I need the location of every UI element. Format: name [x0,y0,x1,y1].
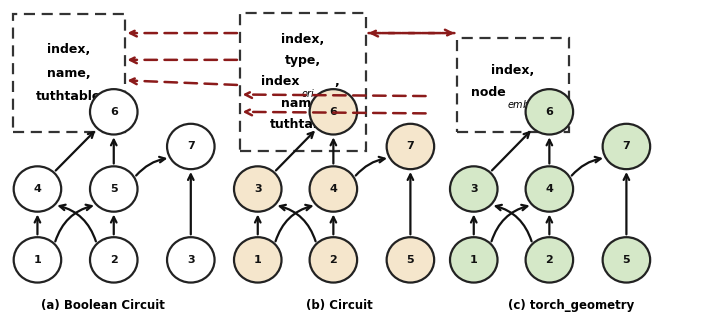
Text: 4: 4 [34,184,41,194]
FancyArrowPatch shape [471,217,477,234]
Text: 1: 1 [34,255,41,265]
FancyArrowPatch shape [546,140,552,163]
Ellipse shape [167,237,215,283]
Ellipse shape [234,237,282,283]
Ellipse shape [387,124,434,169]
Text: 2: 2 [330,255,337,265]
FancyArrowPatch shape [330,140,336,163]
FancyArrowPatch shape [55,132,94,170]
FancyArrowPatch shape [35,217,40,234]
FancyArrowPatch shape [546,217,552,234]
Text: 2: 2 [110,255,117,265]
FancyArrowPatch shape [356,157,384,175]
Text: 7: 7 [407,141,414,152]
FancyBboxPatch shape [13,14,125,132]
Ellipse shape [90,237,138,283]
FancyArrowPatch shape [111,217,117,234]
FancyArrowPatch shape [276,205,311,241]
Text: 4: 4 [546,184,553,194]
Ellipse shape [310,89,357,135]
FancyBboxPatch shape [240,13,366,151]
Text: (b) Circuit: (b) Circuit [307,299,373,312]
Text: index: index [261,75,300,89]
Text: 6: 6 [546,107,553,117]
Ellipse shape [310,166,357,212]
Text: 4: 4 [330,184,337,194]
Text: (c) torch_geometry: (c) torch_geometry [508,299,634,312]
Text: index,: index, [491,64,535,77]
FancyArrowPatch shape [280,205,315,241]
FancyArrowPatch shape [496,205,531,241]
Text: 6: 6 [110,107,117,117]
FancyArrowPatch shape [276,132,313,170]
Text: 1: 1 [470,255,477,265]
Ellipse shape [234,166,282,212]
Text: index,: index, [281,32,325,46]
Ellipse shape [90,89,138,135]
FancyArrowPatch shape [330,217,336,234]
FancyArrowPatch shape [111,140,117,163]
Ellipse shape [387,237,434,283]
Ellipse shape [526,166,573,212]
Ellipse shape [603,237,650,283]
Ellipse shape [450,166,498,212]
Text: index,: index, [47,43,91,56]
Ellipse shape [450,237,498,283]
Text: ,: , [334,75,339,89]
Text: 3: 3 [187,255,194,265]
FancyArrowPatch shape [624,175,629,234]
Ellipse shape [526,237,573,283]
FancyArrowPatch shape [60,205,96,241]
Text: node: node [471,86,505,100]
Text: (a) Boolean Circuit: (a) Boolean Circuit [41,299,165,312]
Ellipse shape [603,124,650,169]
Text: $\mathit{embed}$: $\mathit{embed}$ [507,98,543,110]
Text: 1: 1 [254,255,261,265]
Text: tuthtable: tuthtable [36,90,102,103]
Text: 3: 3 [254,184,261,194]
FancyArrowPatch shape [572,157,600,175]
Text: tuthtable: tuthtable [270,118,336,131]
Text: 3: 3 [470,184,477,194]
FancyBboxPatch shape [457,38,569,132]
FancyArrowPatch shape [492,205,527,241]
FancyArrowPatch shape [408,175,413,234]
Text: name,: name, [281,97,325,110]
Text: 5: 5 [407,255,414,265]
Ellipse shape [14,166,61,212]
Ellipse shape [90,166,138,212]
Ellipse shape [526,89,573,135]
Text: $\mathit{ori}$: $\mathit{ori}$ [301,87,315,99]
FancyArrowPatch shape [492,132,529,170]
FancyArrowPatch shape [188,175,194,234]
Text: 2: 2 [546,255,553,265]
Text: name,: name, [47,67,91,80]
FancyArrowPatch shape [55,205,91,241]
FancyArrowPatch shape [136,157,165,175]
Text: 7: 7 [623,141,630,152]
Ellipse shape [14,237,61,283]
Text: 6: 6 [330,107,337,117]
FancyArrowPatch shape [255,217,261,234]
Text: 5: 5 [110,184,117,194]
Ellipse shape [167,124,215,169]
Text: type,: type, [284,54,321,67]
Text: 5: 5 [623,255,630,265]
Ellipse shape [310,237,357,283]
Text: 7: 7 [187,141,194,152]
